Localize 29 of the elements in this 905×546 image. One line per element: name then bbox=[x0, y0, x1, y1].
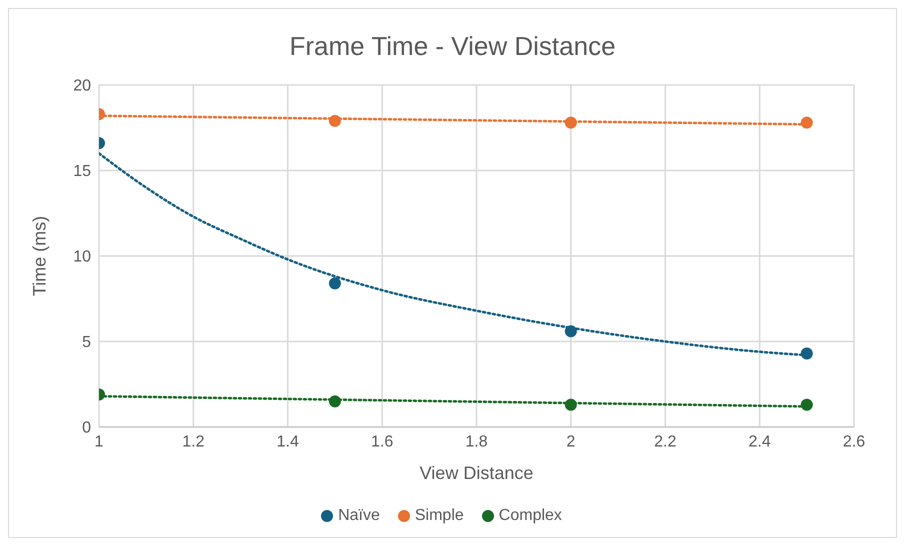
x-tick-label: 2.2 bbox=[654, 433, 676, 450]
x-tick-label: 2 bbox=[566, 433, 576, 450]
point bbox=[800, 347, 813, 360]
chart-title: Frame Time - View Distance bbox=[288, 30, 617, 63]
x-tick-label: 1.8 bbox=[465, 433, 488, 450]
x-tick-label: 2.6 bbox=[842, 433, 866, 450]
legend-label: Naïve bbox=[337, 507, 380, 525]
x-tick-label: 1.2 bbox=[182, 433, 205, 450]
x-tick-label: 1.4 bbox=[276, 433, 299, 450]
point bbox=[328, 114, 341, 127]
y-tick-label: 20 bbox=[73, 78, 92, 95]
legend-label: Simple bbox=[414, 507, 464, 525]
legend-label: Complex bbox=[498, 507, 562, 525]
y-tick-label: 15 bbox=[73, 163, 92, 180]
point bbox=[800, 116, 813, 129]
point bbox=[800, 398, 813, 411]
x-axis-title: View Distance bbox=[420, 463, 534, 483]
point bbox=[328, 277, 341, 290]
point bbox=[564, 325, 577, 338]
y-tick-label: 10 bbox=[73, 248, 92, 266]
point bbox=[564, 398, 577, 411]
point bbox=[328, 395, 341, 408]
y-tick-label: 5 bbox=[82, 334, 92, 352]
point bbox=[564, 116, 577, 129]
x-tick-label: 1.6 bbox=[371, 433, 394, 450]
y-tick-label: 0 bbox=[82, 420, 92, 437]
y-axis-title: Time (ms) bbox=[29, 216, 50, 296]
x-tick-label: 2.4 bbox=[748, 433, 771, 450]
x-tick-label: 1 bbox=[94, 433, 104, 450]
